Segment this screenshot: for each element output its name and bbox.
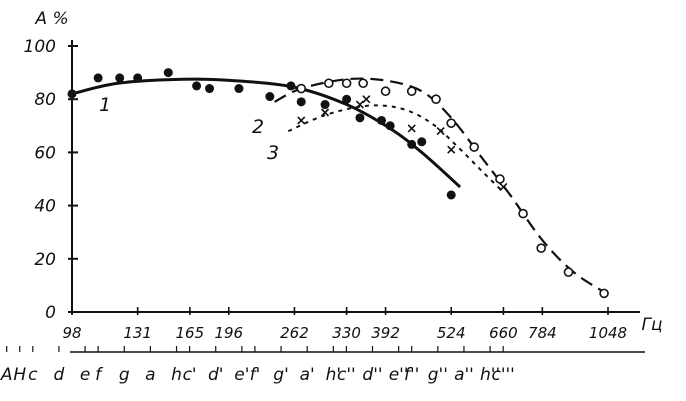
series-2-point bbox=[431, 94, 441, 104]
note-tick-label: c' bbox=[183, 365, 197, 385]
y-tick-label: 20 bbox=[34, 250, 56, 270]
y-tick-label: 40 bbox=[34, 197, 56, 217]
curves-layer bbox=[71, 77, 607, 295]
note-tick-label: d'' bbox=[362, 365, 382, 385]
series-3-point bbox=[407, 124, 416, 133]
note-tick-label: h bbox=[171, 365, 182, 385]
note-tick-label: H bbox=[13, 365, 26, 385]
series-3-point bbox=[436, 127, 445, 136]
note-tick-label: g'' bbox=[428, 365, 448, 385]
note-tick-label: f' bbox=[250, 365, 261, 385]
note-tick-label: a'' bbox=[454, 365, 474, 385]
note-tick-label: c'' bbox=[337, 365, 356, 385]
note-tick-label: h' bbox=[326, 365, 341, 385]
x-tick-label: 98 bbox=[62, 324, 81, 342]
series-3-point bbox=[297, 116, 306, 125]
series-2-point bbox=[406, 86, 417, 97]
note-tick-label: e' bbox=[234, 365, 249, 385]
series-1-point bbox=[446, 190, 456, 200]
note-tick-label: h'' bbox=[480, 365, 500, 385]
series-1-point bbox=[385, 121, 395, 131]
series-2-curve bbox=[274, 77, 607, 295]
x-axis-label: Гц bbox=[641, 315, 662, 335]
series-2-point bbox=[536, 243, 546, 253]
x-tick-label: 784 bbox=[528, 324, 557, 342]
note-tick-label: e bbox=[80, 365, 90, 385]
series-1-point bbox=[115, 73, 125, 83]
series-1-point bbox=[93, 73, 103, 83]
x-tick-label: 392 bbox=[371, 324, 400, 342]
x-tick-label: 330 bbox=[332, 324, 361, 342]
x-tick-label: 196 bbox=[214, 324, 243, 342]
markers-layer bbox=[67, 68, 609, 299]
curve-label-3: 3 bbox=[267, 142, 279, 164]
y-tick-label: 60 bbox=[34, 143, 56, 163]
x-tick-label: 1048 bbox=[589, 324, 627, 342]
curve-label-2: 2 bbox=[252, 116, 264, 138]
series-2-point bbox=[495, 174, 505, 184]
x-tick-label: 165 bbox=[176, 324, 205, 342]
x-tick-label: 262 bbox=[280, 324, 309, 342]
series-3-curve bbox=[287, 104, 505, 194]
y-tick-label: 100 bbox=[24, 37, 56, 57]
series-3-point bbox=[447, 145, 456, 154]
series-1-point bbox=[67, 89, 77, 99]
curve-label-1: 1 bbox=[99, 94, 111, 116]
series-2-point bbox=[563, 267, 574, 277]
note-tick-label: d bbox=[54, 365, 65, 385]
series-2-point bbox=[324, 78, 334, 89]
series-1-point bbox=[342, 94, 352, 104]
series-2-point bbox=[380, 86, 391, 97]
note-tick-label: A bbox=[0, 365, 12, 385]
note-tick-label: g' bbox=[273, 365, 288, 385]
note-tick-label: d' bbox=[208, 365, 223, 385]
series-1-point bbox=[205, 84, 215, 94]
series-1-point bbox=[296, 97, 306, 107]
labels-layer: 0 20 40 60 80 100 A % 98 131 165 196 262 330 392 524 66… bbox=[0, 9, 663, 385]
series-2-point bbox=[341, 78, 352, 89]
note-tick-label: f bbox=[95, 365, 104, 385]
y-tick-label: 0 bbox=[45, 303, 56, 323]
x-tick-label: 660 bbox=[489, 324, 518, 342]
note-tick-label: c''' bbox=[491, 365, 514, 385]
series-1-point bbox=[376, 115, 386, 125]
series-3-point bbox=[499, 182, 508, 192]
note-tick-label: a' bbox=[300, 365, 315, 385]
y-axis-label: A % bbox=[34, 9, 68, 29]
series-2-point bbox=[469, 142, 479, 152]
note-tick-label: a bbox=[145, 365, 155, 385]
series-1-point bbox=[163, 68, 173, 78]
series-1-point bbox=[286, 81, 296, 91]
series-1-point bbox=[192, 81, 202, 91]
series-3-point bbox=[355, 100, 364, 109]
series-1-point bbox=[133, 73, 143, 83]
series-1-point bbox=[234, 84, 244, 94]
note-tick-label: g bbox=[119, 365, 130, 385]
series-2-point bbox=[599, 288, 609, 299]
x-tick-label: 131 bbox=[123, 324, 152, 342]
series-1-point bbox=[265, 92, 275, 102]
series-3-point bbox=[362, 95, 371, 104]
series-1-point bbox=[407, 139, 417, 149]
series-2-point bbox=[518, 208, 528, 219]
series-2-point bbox=[296, 83, 307, 94]
series-1-point bbox=[320, 100, 330, 110]
series-3-point bbox=[321, 108, 330, 117]
series-1-point bbox=[417, 137, 427, 147]
note-tick-label: e'' bbox=[389, 365, 409, 385]
series-1-point bbox=[355, 113, 365, 123]
note-tick-label: f'' bbox=[404, 365, 419, 385]
series-2-point bbox=[446, 118, 457, 128]
x-tick-label: 524 bbox=[437, 324, 466, 342]
axes-layer bbox=[6, 40, 645, 353]
y-tick-label: 80 bbox=[34, 90, 56, 110]
series-2-point bbox=[358, 78, 368, 89]
note-tick-label: c bbox=[28, 365, 38, 385]
